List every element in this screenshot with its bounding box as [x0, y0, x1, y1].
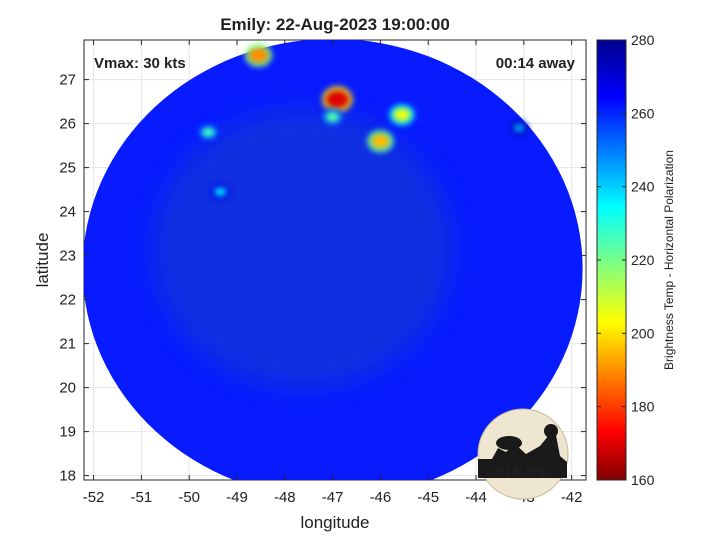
x-tick-label: -45 — [417, 489, 439, 506]
x-tick-label: -44 — [465, 489, 487, 506]
y-tick-label: 19 — [59, 424, 76, 441]
warm-spot — [248, 48, 269, 63]
warm-spot — [326, 90, 349, 108]
colorbar-tick-label: 160 — [631, 472, 655, 488]
x-tick-label: -50 — [178, 489, 200, 506]
x-tick-label: -46 — [370, 489, 392, 506]
y-axis-label: latitude — [33, 233, 52, 288]
x-tick-label: -47 — [322, 489, 344, 506]
x-tick-label: -52 — [83, 489, 105, 506]
warm-spot — [214, 187, 227, 197]
y-tick-label: 22 — [59, 292, 76, 309]
scan-disk-shading — [152, 108, 453, 389]
y-axis-ticks: 18 19 20 21 22 23 24 25 26 27 — [59, 72, 586, 485]
time-offset-annotation: 00:14 away — [496, 55, 576, 72]
warm-spot — [393, 108, 411, 122]
y-tick-label: 21 — [59, 336, 76, 353]
x-axis-label: longitude — [300, 513, 369, 532]
colorbar-tick-label: 220 — [631, 252, 655, 268]
colorbar — [596, 39, 627, 481]
colorbar-tick-label: 240 — [631, 179, 655, 195]
y-tick-label: 27 — [59, 72, 76, 89]
brightness-temperature-field — [84, 40, 583, 480]
x-tick-label: -49 — [226, 489, 248, 506]
colorbar-label: Brightness Temp - Horizontal Polarizatio… — [662, 150, 676, 370]
colorbar-ticks: 160 180 200 220 240 260 280 — [597, 32, 655, 488]
y-tick-label: 23 — [59, 248, 76, 265]
y-tick-label: 26 — [59, 116, 76, 133]
warm-spot — [325, 111, 340, 123]
colorbar-tick-label: 200 — [631, 325, 655, 341]
x-tick-label: -48 — [274, 489, 296, 506]
x-tick-label: -51 — [131, 489, 153, 506]
y-tick-label: 18 — [59, 468, 76, 485]
warm-spots — [197, 43, 529, 200]
colorbar-tick-label: 280 — [631, 32, 655, 48]
y-tick-label: 24 — [59, 204, 76, 221]
warm-spot — [201, 127, 216, 138]
warm-spot — [371, 134, 390, 149]
colorbar-tick-label: 180 — [631, 399, 655, 415]
y-tick-label: 25 — [59, 160, 76, 177]
vmax-annotation: Vmax: 30 kts — [94, 55, 186, 72]
cimss-logo-text: CIMSS — [495, 467, 550, 479]
colorbar-tick-label: 260 — [631, 105, 655, 121]
chart-title: Emily: 22-Aug-2023 19:00:00 — [220, 15, 450, 34]
warm-spot — [513, 123, 525, 133]
x-tick-label: -42 — [561, 489, 583, 506]
cimss-logo: CIMSS — [477, 408, 569, 500]
y-tick-label: 20 — [59, 380, 76, 397]
x-axis-ticks: -52-51-50-49-48-47-46-45-44-43-42 — [83, 40, 583, 506]
